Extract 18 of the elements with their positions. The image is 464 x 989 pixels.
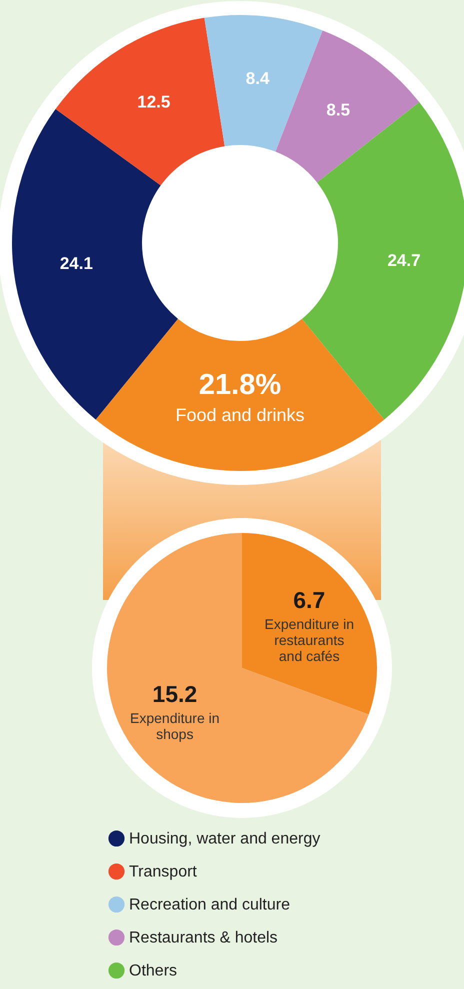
data-label: 8.5 bbox=[326, 100, 350, 120]
slice-label: Expenditure in restaurants and cafés bbox=[264, 616, 354, 664]
legend-label: Restaurants & hotels bbox=[129, 930, 278, 946]
legend-label: Others bbox=[129, 962, 178, 980]
data-label: 21.8% bbox=[198, 369, 282, 401]
legend-label: Housing, water and energy bbox=[129, 830, 320, 848]
legend-label: Transport bbox=[129, 864, 198, 880]
slice-label: Food and drinks bbox=[175, 405, 305, 425]
pie-slice bbox=[107, 533, 369, 803]
slice-label: Expenditure in shops bbox=[130, 710, 220, 742]
data-label: 24.1 bbox=[60, 254, 93, 274]
pie-slice bbox=[242, 533, 377, 714]
data-label: 8.4 bbox=[246, 68, 270, 88]
data-label: 6.7 bbox=[293, 587, 326, 614]
data-label: 24.7 bbox=[387, 251, 421, 270]
legend-label: Recreation and culture bbox=[129, 896, 290, 914]
data-label: 15.2 bbox=[152, 680, 198, 707]
data-label: 12.5 bbox=[137, 92, 170, 112]
